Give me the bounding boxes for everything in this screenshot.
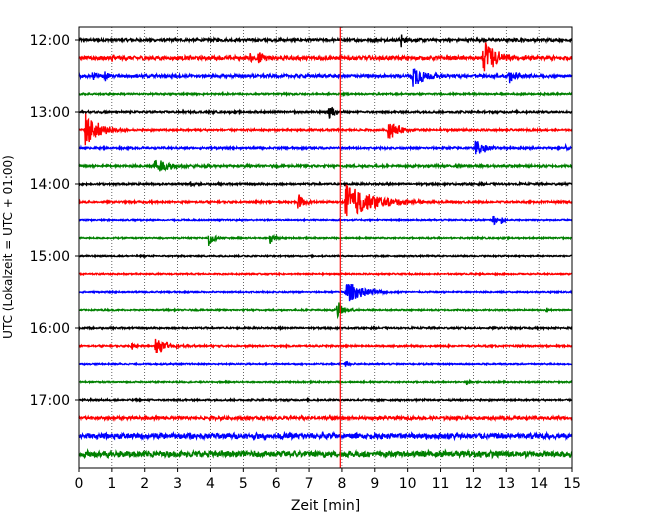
y-axis-label: UTC (Lokalzeit = UTC + 01:00): [1, 155, 15, 339]
seismogram-trace: [78, 324, 573, 332]
x-tick-label: 4: [206, 476, 215, 492]
y-tick-label: 16:00: [30, 321, 70, 337]
x-tick-label: 0: [75, 476, 84, 492]
seismogram-trace: [78, 159, 573, 172]
y-tick-label: 12:00: [30, 33, 70, 49]
x-tick-label: 13: [497, 476, 515, 492]
seismogram-trace: [78, 42, 573, 72]
y-tick-label: 17:00: [30, 393, 70, 409]
x-tick-label: 3: [173, 476, 182, 492]
seismogram-trace: [78, 140, 573, 155]
seismogram-trace: [78, 180, 573, 188]
seismogram-trace: [78, 34, 573, 48]
y-tick-label: 15:00: [30, 249, 70, 265]
x-axis-label: Zeit [min]: [291, 498, 360, 514]
seismogram-trace: [78, 413, 573, 423]
x-tick-label: 6: [272, 476, 281, 492]
x-tick-label: 8: [337, 476, 346, 492]
seismogram-trace: [78, 106, 573, 119]
seismogram-trace: [78, 430, 573, 442]
seismogram-trace: [78, 448, 573, 460]
x-tick-label: 9: [370, 476, 379, 492]
x-tick-label: 5: [239, 476, 248, 492]
x-tick-label: 14: [530, 476, 548, 492]
seismogram-traces: [78, 34, 573, 460]
seismogram-trace: [78, 302, 573, 320]
y-axis-ticks: 12:00 13:00 14:00 15:00 16:00 17:00: [30, 33, 79, 409]
seismogram-trace: [78, 283, 573, 302]
y-tick-label: 14:00: [30, 177, 70, 193]
x-tick-label: 11: [432, 476, 450, 492]
seismogram-trace: [78, 184, 573, 217]
seismogram-trace: [78, 68, 573, 87]
x-tick-label: 7: [305, 476, 314, 492]
x-tick-label: 1: [107, 476, 116, 492]
x-tick-label: 12: [464, 476, 482, 492]
seismogram-trace: [78, 253, 573, 259]
seismogram-trace: [78, 378, 573, 386]
seismogram-trace: [78, 396, 573, 404]
x-tick-label: 10: [399, 476, 417, 492]
x-axis-ticks: 0 1 2 3 4 5 6 7 8 9 10 11 12 13 14 15: [75, 468, 581, 492]
x-tick-label: 2: [140, 476, 149, 492]
seismogram-trace: [78, 90, 573, 98]
seismogram-trace: [78, 215, 573, 226]
seismogram-trace: [78, 338, 573, 354]
seismogram-trace: [78, 113, 573, 146]
seismogram-trace: [78, 233, 573, 247]
y-tick-label: 13:00: [30, 105, 70, 121]
seismogram-trace: [78, 271, 573, 277]
plot-frame: [78, 26, 573, 469]
x-tick-label: 15: [563, 476, 581, 492]
seismogram-trace: [78, 360, 573, 368]
